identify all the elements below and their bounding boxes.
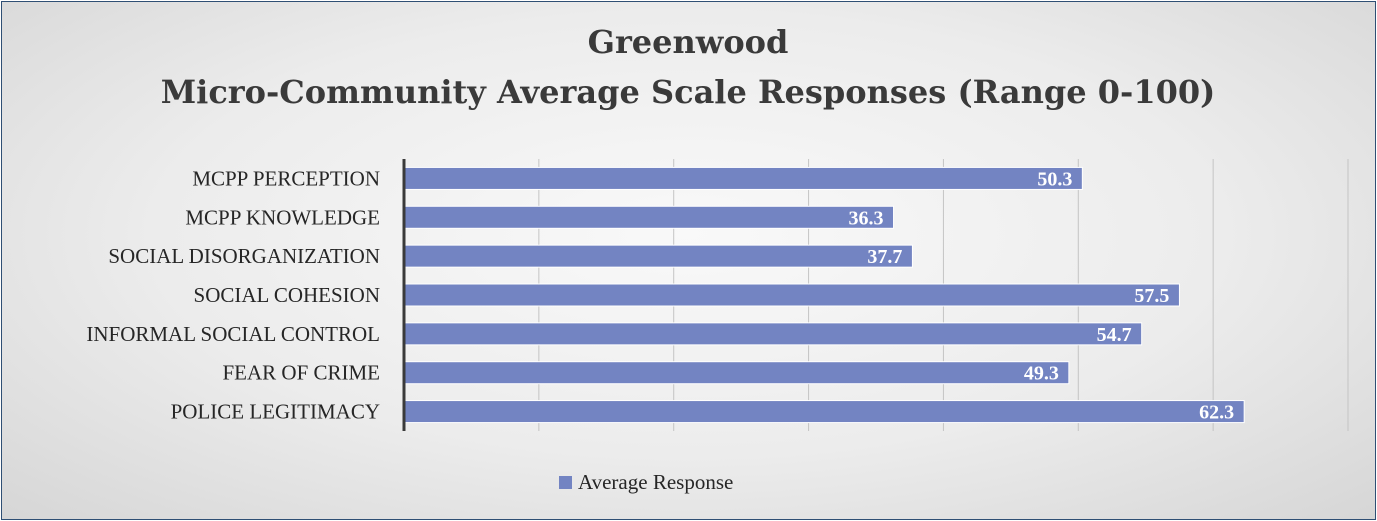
category-label: SOCIAL DISORGANIZATION	[108, 244, 380, 268]
legend: Average Response	[559, 470, 733, 494]
data-label: 50.3	[1037, 168, 1072, 190]
data-label: 49.3	[1024, 363, 1059, 385]
bars	[403, 166, 1245, 424]
data-label: 37.7	[867, 246, 902, 268]
data-label: 54.7	[1097, 324, 1132, 346]
bar	[403, 166, 1083, 190]
data-label: 57.5	[1134, 285, 1169, 307]
legend-label: Average Response	[578, 470, 733, 494]
chart-subtitle: Micro-Community Average Scale Responses …	[161, 73, 1216, 111]
data-label: 36.3	[849, 207, 884, 229]
bar	[403, 322, 1143, 346]
chart-title: Greenwood	[588, 23, 789, 61]
bar	[403, 361, 1070, 385]
bar	[403, 205, 895, 229]
data-label: 62.3	[1199, 402, 1234, 424]
category-label: INFORMAL SOCIAL CONTROL	[86, 322, 380, 346]
bar	[403, 400, 1245, 424]
category-labels: MCPP PERCEPTION MCPP KNOWLEDGE SOCIAL DISO…	[86, 166, 380, 423]
bar	[403, 244, 913, 268]
category-label: POLICE LEGITIMACY	[171, 400, 380, 424]
category-label: FEAR OF CRIME	[222, 361, 380, 385]
category-label: MCPP PERCEPTION	[192, 166, 380, 190]
bar	[403, 283, 1180, 307]
category-label: MCPP KNOWLEDGE	[185, 205, 380, 229]
legend-swatch	[559, 476, 572, 489]
data-labels: 50.3 36.3 37.7 57.554.7 49.3 62.3	[849, 168, 1235, 423]
category-label: SOCIAL COHESION	[194, 283, 380, 307]
